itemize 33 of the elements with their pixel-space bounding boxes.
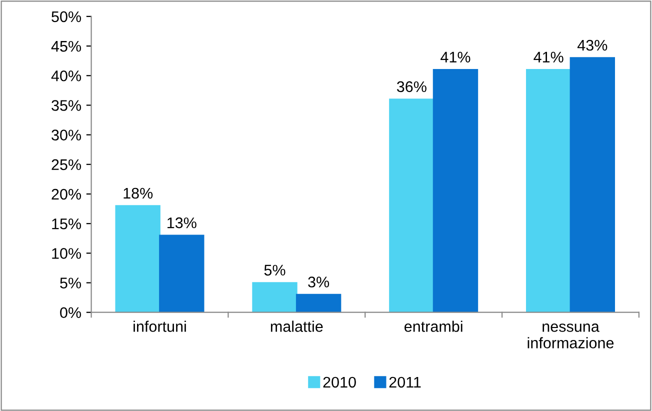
y-tick-label: 5% [60,278,82,288]
y-tick-label: 35% [52,100,82,111]
x-tick-label: nessuna informazione [528,324,614,348]
y-tick-label: 45% [51,40,82,52]
data-label: 43% [577,40,608,51]
data-label: 36% [396,81,426,92]
bar [115,205,160,312]
bar [526,69,572,312]
bar [159,234,204,312]
bar [432,69,478,312]
data-label: 3% [308,276,330,288]
bar [252,282,298,312]
y-tick-label: 25% [52,159,82,170]
data-label: 41% [534,52,564,62]
bar [570,57,616,312]
y-tick-label: 40% [51,70,82,82]
data-label: 13% [168,217,196,228]
x-tick-label: entrambi [404,320,462,332]
x-tick-label: infortuni [134,320,186,332]
legend-label: 2010 [323,376,356,388]
y-tick-label: 30% [52,130,82,140]
bar [389,98,434,312]
y-tick-label: 50% [52,11,82,22]
x-tick-label: malattie [270,320,323,332]
data-label: 18% [124,188,153,199]
data-label: 5% [264,264,286,276]
legend-label: 2011 [389,376,421,388]
y-tick-label: 20% [52,188,82,200]
data-label: 41% [440,52,470,62]
y-tick-label: 0% [60,307,82,318]
y-tick-label: 10% [52,248,82,259]
y-tick-label: 15% [52,218,82,230]
bar [296,294,342,312]
